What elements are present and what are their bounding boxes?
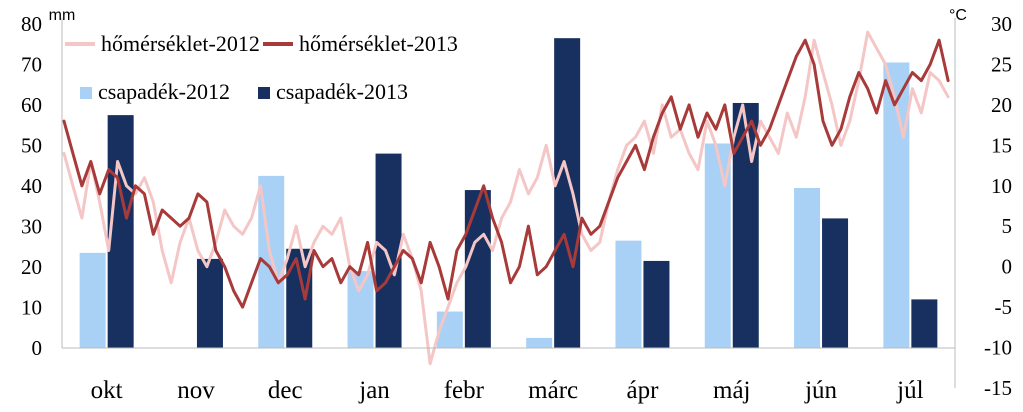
legend-label: hőmérséklet-2013 xyxy=(299,31,458,56)
category-label: jan xyxy=(358,377,390,404)
legend-swatch-csapadék-2013 xyxy=(258,87,270,99)
category-label: nov xyxy=(177,377,215,404)
bar-csapadék-2012-ápr xyxy=(615,240,642,348)
right-tick-label: 30 xyxy=(991,12,1012,36)
right-tick-label: -5 xyxy=(995,295,1013,319)
left-tick-label: 20 xyxy=(21,255,42,279)
legend-label: csapadék-2013 xyxy=(276,79,408,104)
category-label: jún xyxy=(804,377,837,404)
right-tick-label: 0 xyxy=(1002,255,1013,279)
bar-csapadék-2012-jan xyxy=(347,271,374,348)
bar-csapadék-2013-máj xyxy=(732,102,759,348)
line-hőmérséklet-2013 xyxy=(62,38,950,309)
bar-csapadék-2013-júl xyxy=(911,299,938,348)
right-axis-unit: °C xyxy=(949,7,967,24)
bar-csapadék-2013-jún xyxy=(822,218,849,348)
bar-csapadék-2013-nov xyxy=(196,258,223,348)
category-label: márc xyxy=(528,377,578,404)
right-tick-label: 25 xyxy=(991,52,1012,76)
right-tick-label: 5 xyxy=(1002,214,1013,238)
bar-csapadék-2013-márc xyxy=(554,38,581,349)
left-tick-label: 50 xyxy=(21,134,42,158)
left-tick-label: 60 xyxy=(21,93,42,117)
bar-csapadék-2013-jan xyxy=(375,153,402,348)
line-hőmérséklet-2012 xyxy=(62,30,950,366)
bar-csapadék-2012-jún xyxy=(794,188,821,348)
left-axis-unit: mm xyxy=(49,7,76,24)
right-tick-label: 15 xyxy=(991,133,1012,157)
left-tick-label: 80 xyxy=(21,12,42,36)
category-label: máj xyxy=(713,377,751,404)
right-tick-label: 10 xyxy=(991,174,1012,198)
right-tick-label: -10 xyxy=(984,336,1012,360)
left-tick-label: 70 xyxy=(21,53,42,77)
category-label: okt xyxy=(91,377,123,404)
left-tick-label: 0 xyxy=(32,336,43,360)
right-tick-label: -15 xyxy=(984,376,1012,400)
legend: hőmérséklet-2012 hőmérséklet-2013 csapadék… xyxy=(65,31,458,104)
legend-swatch-csapadék-2012 xyxy=(80,87,92,99)
legend-label: csapadék-2012 xyxy=(98,79,230,104)
bars-layer xyxy=(79,38,938,349)
bar-csapadék-2013-febr xyxy=(464,190,491,348)
category-label: dec xyxy=(268,377,303,404)
category-label: júl xyxy=(896,377,923,404)
lines-layer xyxy=(62,30,950,366)
bar-csapadék-2012-márc xyxy=(526,337,553,348)
category-label: febr xyxy=(444,377,485,404)
right-tick-label: 20 xyxy=(991,93,1012,117)
category-label: ápr xyxy=(626,377,659,404)
bar-csapadék-2013-dec xyxy=(286,248,313,348)
axes-layer: 0 10 20 30 40 50 60 70 80 -15 -10 -5 0 5 10 15 20 25 30 mm °… xyxy=(21,7,1012,404)
left-tick-label: 10 xyxy=(21,296,42,320)
legend-label: hőmérséklet-2012 xyxy=(101,31,260,56)
left-tick-label: 40 xyxy=(21,174,42,198)
bar-csapadék-2012-okt xyxy=(79,252,106,348)
bar-csapadék-2013-ápr xyxy=(643,260,670,348)
left-tick-label: 30 xyxy=(21,215,42,239)
